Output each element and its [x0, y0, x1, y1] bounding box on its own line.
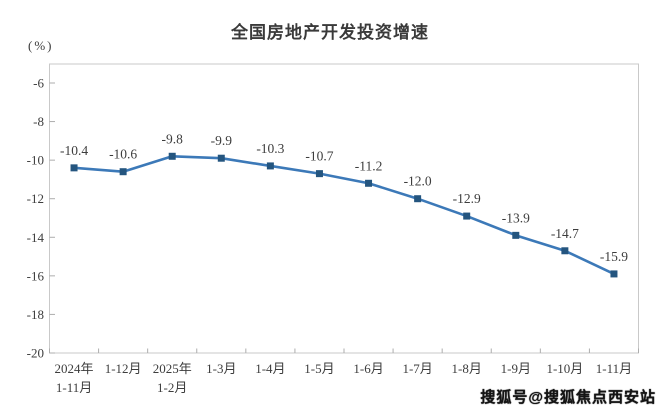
watermark-text: 搜狐号@搜狐焦点西安站 — [480, 389, 656, 406]
y-tick-label: -6 — [33, 76, 44, 91]
data-point-marker — [70, 164, 78, 172]
data-point-label: -13.9 — [502, 210, 530, 225]
data-point-label: -14.7 — [551, 226, 579, 241]
x-tick-label: 2025年 1-2月 — [153, 361, 192, 395]
x-tick-label: 1-9月 — [501, 361, 531, 376]
plot-border — [49, 63, 639, 354]
series-line — [72, 154, 616, 276]
data-point-marker — [315, 170, 323, 178]
x-tick-label: 1-5月 — [304, 361, 334, 376]
y-tick-label: -14 — [27, 230, 45, 245]
x-tick-label: 1-6月 — [353, 361, 383, 376]
y-tick-label: -8 — [33, 114, 44, 129]
data-point-label: -10.6 — [109, 147, 137, 162]
data-point-marker — [119, 168, 127, 176]
x-tick-label: 1-7月 — [402, 361, 432, 376]
data-point-marker — [365, 179, 373, 187]
y-tick-label: -10 — [27, 153, 44, 168]
data-point-label: -11.2 — [355, 158, 383, 173]
data-point-marker — [168, 152, 176, 160]
data-point-marker — [512, 231, 520, 239]
data-point-label: -12.0 — [404, 174, 432, 189]
x-tick-label: 1-11月 — [596, 361, 632, 376]
data-point-marker — [463, 212, 471, 220]
data-point-label: -9.8 — [162, 131, 184, 146]
chart-title: 全国房地产开发投资增速 — [231, 23, 429, 42]
x-tick-label: 1-4月 — [255, 361, 285, 376]
x-tick-label: 1-12月 — [105, 361, 142, 376]
data-point-label: -12.9 — [453, 191, 481, 206]
x-tick-label: 2024年 1-11月 — [55, 361, 94, 395]
x-tick-label: 1-10月 — [546, 361, 583, 376]
y-tick-label: -18 — [27, 307, 44, 322]
data-point-marker — [561, 247, 569, 255]
y-tick-label: -20 — [27, 345, 44, 360]
data-point-marker — [414, 195, 422, 203]
data-point-label: -10.4 — [60, 143, 88, 158]
data-point-marker — [217, 154, 225, 162]
data-point-label: -15.9 — [600, 249, 628, 264]
y-tick-label: -12 — [27, 191, 44, 206]
y-axis-unit-label: (%) — [28, 38, 54, 53]
x-tick-label: 1-3月 — [206, 361, 236, 376]
data-point-marker — [266, 162, 274, 170]
y-tick-label: -16 — [27, 268, 45, 283]
x-tick-label: 1-8月 — [452, 361, 482, 376]
data-point-label: -9.9 — [211, 133, 233, 148]
data-point-label: -10.3 — [256, 141, 284, 156]
data-point-label: -10.7 — [305, 149, 333, 164]
data-point-marker — [610, 270, 618, 278]
